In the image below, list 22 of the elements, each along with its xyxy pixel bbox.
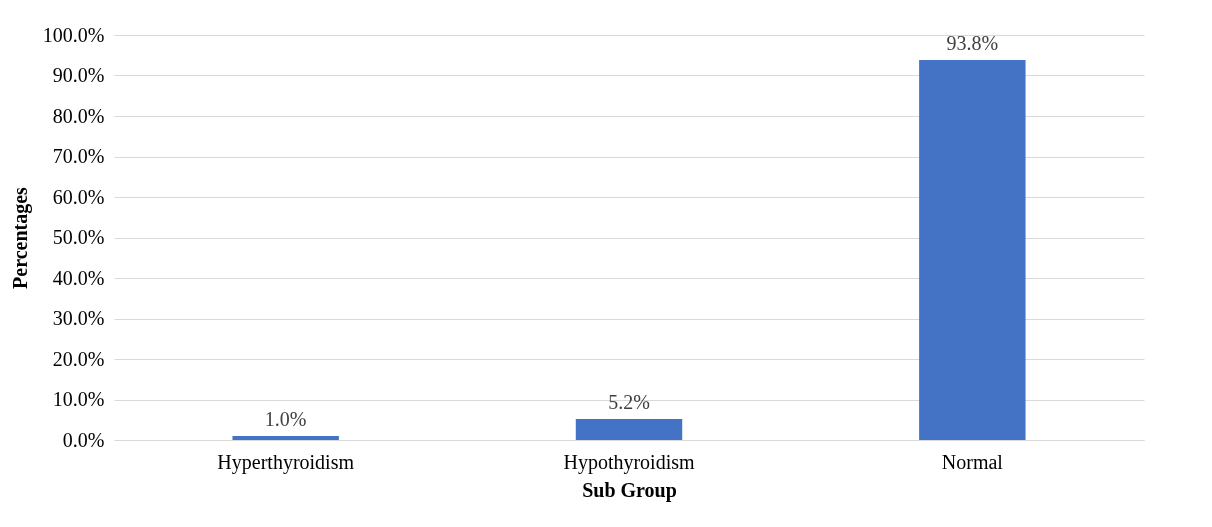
x-axis-title: Sub Group: [582, 478, 677, 502]
y-tick-label: 90.0%: [52, 64, 105, 86]
x-tick-label: Normal: [941, 450, 1004, 473]
y-tick-label: 50.0%: [52, 226, 105, 248]
y-tick-label: 100.0%: [42, 23, 105, 46]
y-tick-label: 0.0%: [62, 428, 105, 451]
bar: [575, 418, 683, 440]
y-tick-label: 40.0%: [52, 266, 105, 289]
bar: [232, 435, 339, 440]
x-tick-label: Hypothyroidism: [563, 450, 695, 474]
y-tick-label: 30.0%: [52, 307, 105, 329]
y-tick-label: 70.0%: [52, 145, 105, 167]
x-tick-label: Hyperthyroidism: [217, 450, 355, 474]
y-tick-label: 60.0%: [52, 185, 105, 208]
data-label: 1.0%: [264, 407, 307, 430]
data-label: 93.8%: [946, 32, 999, 55]
data-label: 5.2%: [608, 390, 650, 413]
bar: [919, 60, 1026, 440]
y-tick-label: 20.0%: [52, 347, 105, 370]
y-tick-label: 10.0%: [52, 388, 105, 410]
y-tick-label: 80.0%: [52, 104, 105, 127]
y-axis-title: Percentages: [8, 186, 32, 289]
